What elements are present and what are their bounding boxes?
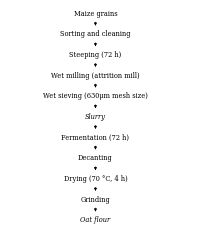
Text: Maize grains: Maize grains [74, 10, 117, 18]
Text: Oat flour: Oat flour [80, 216, 111, 224]
Text: Fermentation (72 h): Fermentation (72 h) [61, 133, 129, 142]
Text: Steeping (72 h): Steeping (72 h) [69, 51, 122, 59]
Text: Decanting: Decanting [78, 154, 113, 162]
Text: Slurry: Slurry [85, 113, 106, 121]
Text: Grinding: Grinding [81, 195, 110, 204]
Text: Sorting and cleaning: Sorting and cleaning [60, 30, 131, 38]
Text: Drying (70 °C, 4 h): Drying (70 °C, 4 h) [63, 175, 127, 183]
Text: Wet sieving (630μm mesh size): Wet sieving (630μm mesh size) [43, 92, 148, 100]
Text: Wet milling (attrition mill): Wet milling (attrition mill) [51, 72, 140, 80]
